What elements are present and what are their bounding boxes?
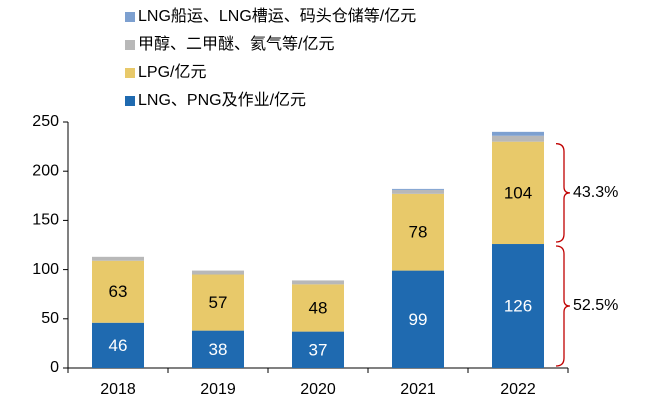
bar-segment (492, 244, 544, 368)
data-label: 126 (504, 296, 532, 315)
x-tick-label: 2019 (200, 381, 236, 398)
bar-segment (492, 141, 544, 245)
bar-segment (292, 331, 344, 368)
bar-segment (492, 131, 544, 136)
x-tick-label: 2021 (400, 381, 436, 398)
legend-label: LNG、PNG及作业/亿元 (138, 91, 306, 109)
bar-segment (292, 280, 344, 285)
x-tick-label: 2020 (300, 381, 336, 398)
y-tick-label: 150 (32, 212, 59, 229)
y-tick-label: 50 (41, 310, 59, 327)
bar-segment (292, 284, 344, 332)
bar-segment (392, 193, 444, 271)
bar-segment (192, 330, 244, 368)
x-tick-label: 2018 (100, 381, 136, 398)
y-tick-label: 250 (32, 113, 59, 130)
bar-segment (392, 188, 444, 190)
bar-segment (92, 260, 144, 323)
legend-swatch (125, 40, 135, 50)
y-tick-label: 0 (50, 359, 59, 376)
data-label: 48 (309, 298, 328, 317)
legend-label: LPG/亿元 (138, 63, 206, 81)
data-label: 104 (504, 183, 532, 202)
brace (555, 143, 571, 243)
legend-label: 甲醇、二甲醚、氦气等/亿元 (138, 35, 334, 53)
data-label: 99 (409, 310, 428, 329)
annotation: 43.3% (573, 184, 618, 201)
data-label: 38 (209, 340, 228, 359)
y-tick-label: 100 (32, 261, 59, 278)
bar-segment (192, 270, 244, 275)
bar-segment (392, 270, 444, 368)
data-label: 57 (209, 293, 228, 312)
legend-swatch (125, 68, 135, 78)
annotation: 52.5% (573, 297, 618, 314)
data-label: 37 (309, 340, 328, 359)
bar-segment (92, 256, 144, 261)
bar-segment (492, 135, 544, 142)
legend-swatch (125, 96, 135, 106)
y-tick-label: 200 (32, 162, 59, 179)
brace (555, 245, 571, 367)
x-tick-label: 2022 (500, 381, 536, 398)
bar-segment (192, 274, 244, 331)
data-label: 78 (409, 223, 428, 242)
bar-segment (392, 189, 444, 194)
legend-swatch (125, 12, 135, 22)
data-label: 46 (109, 336, 128, 355)
bar-segment (92, 322, 144, 368)
data-label: 63 (109, 282, 128, 301)
legend-label: LNG船运、LNG槽运、码头仓储等/亿元 (138, 7, 416, 25)
